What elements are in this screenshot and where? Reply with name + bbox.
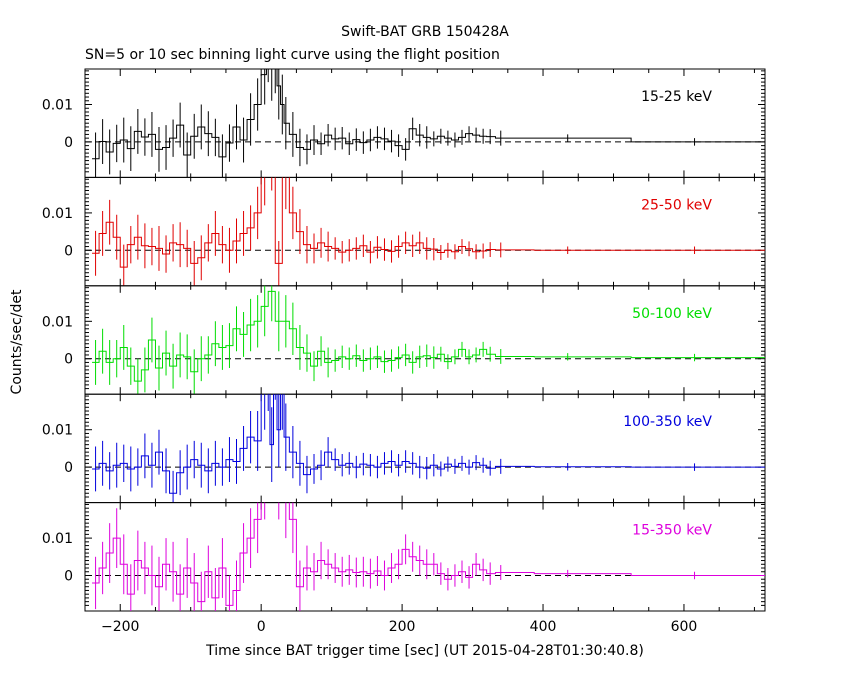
series-4 xyxy=(92,502,765,612)
y-tick-label: 0 xyxy=(64,135,73,151)
band-label: 15-25 keV xyxy=(641,89,712,105)
panel-2: 0 0.01 50-100 keV xyxy=(42,285,766,395)
x-tick-label: 600 xyxy=(671,619,698,635)
y-tick-label: 0.01 xyxy=(42,531,73,547)
band-label: 15-350 keV xyxy=(632,523,712,539)
y-tick-label: 0.01 xyxy=(42,314,73,330)
y-tick-label: 0 xyxy=(64,352,73,368)
x-tick-label: 400 xyxy=(530,619,557,635)
step-line xyxy=(92,69,765,160)
panel-4: 0 0.01 15-350 keV xyxy=(42,502,766,612)
y-tick-label: 0.01 xyxy=(42,98,73,114)
series-1 xyxy=(92,177,765,286)
y-tick-label: 0 xyxy=(64,243,73,259)
panels-group: 0 0.01 15-25 keV 0 0.01 25-50 keV 0 0.01 50-100 … xyxy=(42,68,766,612)
series-3 xyxy=(92,394,765,503)
x-tick-label: 0 xyxy=(257,619,266,635)
panel-3: 0 0.01 100-350 keV xyxy=(42,393,766,504)
panel-0: 0 0.01 15-25 keV xyxy=(42,68,766,178)
panel-1: 0 0.01 25-50 keV xyxy=(42,176,766,287)
x-axis-label: Time since BAT trigger time [sec] (UT 20… xyxy=(205,643,644,659)
step-line xyxy=(92,290,765,382)
y-tick-label: 0.01 xyxy=(42,206,73,222)
chart-subtitle: SN=5 or 10 sec binning light curve using… xyxy=(85,47,500,63)
chart-title: Swift-BAT GRB 150428A xyxy=(341,24,509,40)
step-line xyxy=(92,502,765,606)
y-axis-label: Counts/sec/det xyxy=(9,289,25,394)
x-tick-label: −200 xyxy=(101,619,139,635)
series-2 xyxy=(92,285,765,395)
band-label: 50-100 keV xyxy=(632,306,712,322)
y-tick-label: 0 xyxy=(64,460,73,476)
x-axis: −200 0 200 400 600 xyxy=(101,619,697,635)
x-tick-label: 200 xyxy=(389,619,416,635)
series-0 xyxy=(92,69,765,178)
step-line xyxy=(92,177,765,268)
band-label: 25-50 keV xyxy=(641,197,712,213)
y-tick-label: 0 xyxy=(64,568,73,584)
band-label: 100-350 keV xyxy=(623,414,712,430)
y-tick-label: 0.01 xyxy=(42,423,73,439)
